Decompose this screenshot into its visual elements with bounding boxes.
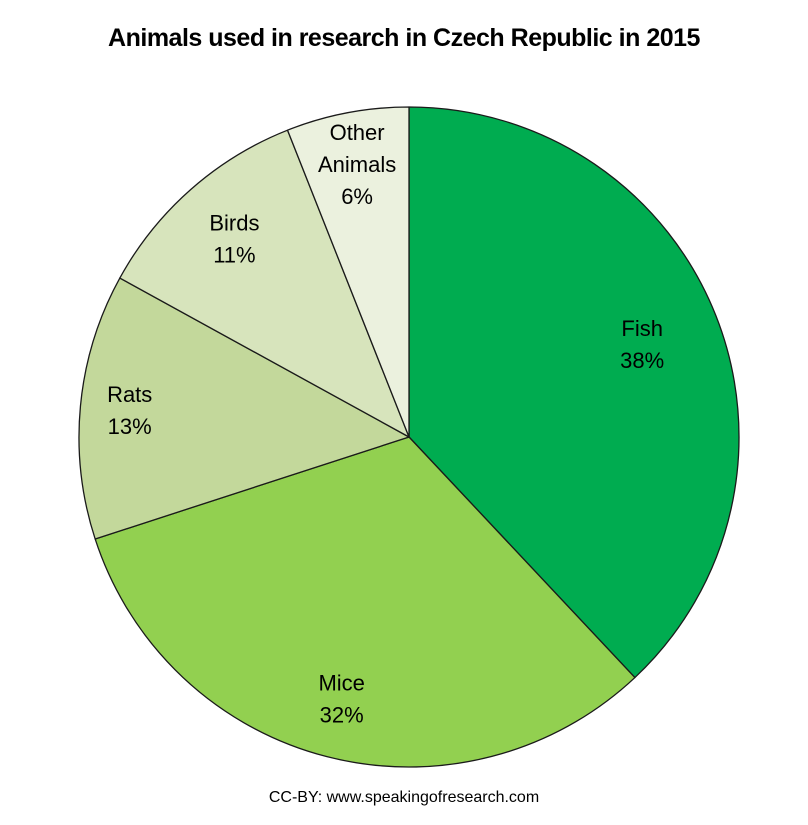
pie-slice-mice	[94, 436, 636, 768]
slice-label-rats: 13%	[108, 414, 152, 439]
slice-label-other-animals: Other	[330, 120, 385, 145]
credit-text: CC-BY: www.speakingofresearch.com	[268, 789, 540, 806]
slice-label-mice: Mice	[318, 671, 364, 696]
pie-slice-other-animals	[286, 106, 410, 438]
slice-label-other-animals: Animals	[318, 152, 396, 177]
slice-label-mice: 32%	[320, 703, 364, 728]
slice-label-fish: 38%	[620, 348, 664, 373]
chart-title: Animals used in research in Czech Republ…	[108, 24, 700, 52]
slice-label-birds: Birds	[209, 211, 259, 236]
pie-slice-fish	[408, 106, 740, 679]
pie-slice-birds	[119, 129, 410, 438]
slice-label-other-animals: 6%	[341, 184, 373, 209]
slice-label-rats: Rats	[107, 382, 152, 407]
slice-label-birds: 11%	[213, 243, 255, 268]
slice-label-fish: Fish	[621, 316, 663, 341]
pie-slice-rats	[78, 277, 410, 540]
